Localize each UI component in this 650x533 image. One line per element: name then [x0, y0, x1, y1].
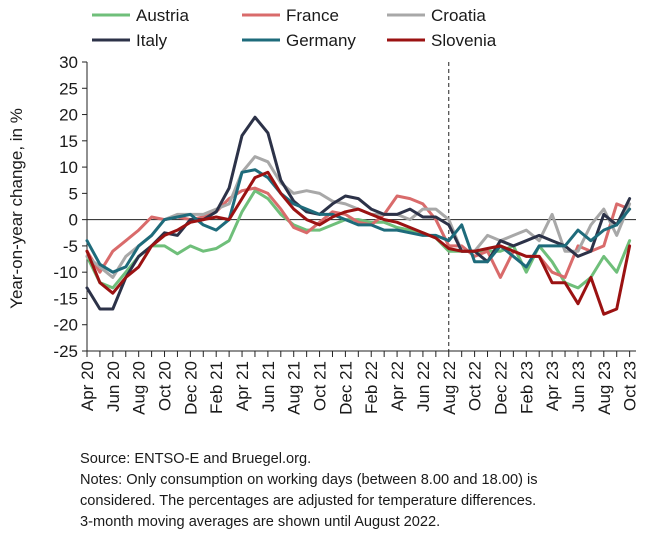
x-tick-label: Dec 22 — [491, 361, 510, 415]
x-tick-label: Feb 22 — [362, 361, 381, 414]
notes-line-1: Notes: Only consumption on working days … — [80, 472, 538, 488]
notes-line-3: 3-month moving averages are shown until … — [80, 514, 441, 530]
x-tick-label: Feb 21 — [207, 361, 226, 414]
x-tick-label: Jun 23 — [569, 361, 588, 412]
x-tick-label: Aug 21 — [285, 361, 304, 415]
series-line-germany — [85, 168, 632, 274]
x-tick-label: Oct 21 — [311, 361, 330, 411]
series-line-italy — [85, 115, 632, 311]
y-axis-title: Year-on-year change, in % — [7, 108, 26, 309]
y-tick-label: 5 — [69, 184, 78, 203]
y-tick-label: -25 — [53, 342, 78, 361]
source-note: Source: ENTSO-E and Bruegel.org. — [80, 451, 312, 467]
y-tick-label: 20 — [59, 106, 78, 125]
y-tick-label: -5 — [63, 237, 78, 256]
legend-label-france: France — [286, 6, 339, 25]
y-tick-label: 25 — [59, 79, 78, 98]
y-tick-label: 15 — [59, 132, 78, 151]
x-tick-label: Apr 23 — [543, 361, 562, 411]
y-tick-label: -20 — [53, 316, 78, 335]
chart-notes: Source: ENTSO-E and Bruegel.org. Notes: … — [80, 449, 645, 533]
x-tick-label: Dec 21 — [336, 361, 355, 415]
x-tick-label: Oct 22 — [466, 361, 485, 411]
x-tick-label: Jun 21 — [259, 361, 278, 412]
y-tick-label: 0 — [69, 211, 78, 230]
x-tick-label: Aug 22 — [440, 361, 459, 415]
legend-label-germany: Germany — [286, 31, 356, 50]
y-tick-label: -10 — [53, 263, 78, 282]
x-tick-label: Apr 21 — [233, 361, 252, 411]
chart: 30 25 20 15 10 5 0 -5 -10 -15 -20 -25 Apr 20 Jun 20 Au… — [7, 6, 640, 415]
legend-label-austria: Austria — [136, 6, 189, 25]
legend-label-slovenia: Slovenia — [431, 31, 497, 50]
legend-label-italy: Italy — [136, 31, 168, 50]
x-tick-label: Jun 22 — [414, 361, 433, 412]
x-tick-label: Apr 22 — [388, 361, 407, 411]
y-tick-label: 30 — [59, 53, 78, 72]
x-tick-label: Aug 23 — [595, 361, 614, 415]
x-tick-label: Apr 20 — [78, 361, 97, 411]
notes-line-2: considered. The percentages are adjusted… — [80, 493, 537, 509]
x-tick-label: Feb 23 — [517, 361, 536, 414]
x-tick-label: Oct 20 — [156, 361, 175, 411]
x-tick-label: Aug 20 — [130, 361, 149, 415]
y-tick-label: 10 — [59, 158, 78, 177]
legend-label-croatia: Croatia — [431, 6, 486, 25]
series-line-slovenia — [85, 170, 632, 316]
x-tick-label: Oct 23 — [621, 361, 640, 411]
x-tick-label: Jun 20 — [104, 361, 123, 412]
y-tick-label: -15 — [53, 289, 78, 308]
x-tick-label: Dec 20 — [181, 361, 200, 415]
